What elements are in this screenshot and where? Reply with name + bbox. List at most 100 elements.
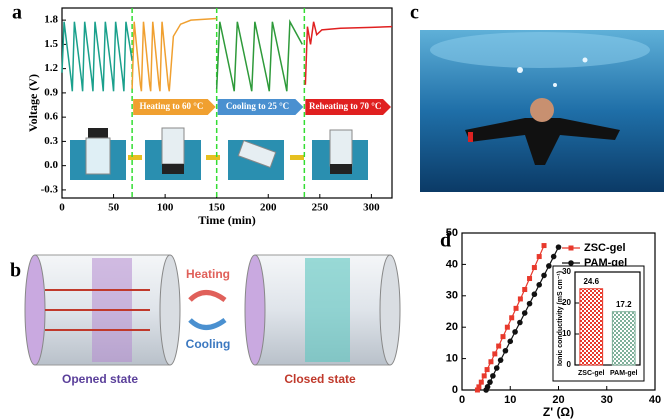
- x-tick-label: ZSC-gel: [578, 370, 605, 377]
- annotation: Reheating to 70 °C: [309, 101, 381, 111]
- y-tick-label: 0.6: [44, 111, 58, 123]
- point: [521, 310, 528, 316]
- point: [509, 315, 515, 321]
- point: [526, 300, 533, 307]
- x-tick-label: PAM-gel: [610, 370, 638, 377]
- point: [488, 359, 494, 365]
- point: [541, 272, 547, 279]
- y-tick-label: 1.8: [44, 14, 58, 26]
- stage-arrow: [305, 99, 391, 115]
- legend-marker: [568, 260, 574, 266]
- x-tick-label: 50: [108, 202, 120, 214]
- panel-label: d: [440, 230, 451, 252]
- annotation: Heating to 60 °C: [139, 101, 203, 111]
- point: [474, 387, 480, 393]
- voltage-line: [61, 21, 133, 92]
- point: [484, 384, 491, 390]
- voltage-line: [215, 19, 303, 92]
- x-tick-label: 0: [459, 394, 465, 406]
- y-tick-label: 20: [446, 321, 458, 333]
- x-tick-label: 30: [601, 394, 613, 406]
- point: [527, 276, 533, 282]
- point: [536, 254, 542, 260]
- photo-swimmer: [420, 30, 664, 192]
- x-tick-label: 150: [208, 202, 225, 214]
- vial-photos: [70, 127, 368, 180]
- y-axis-label: Voltage (V): [26, 74, 40, 132]
- point: [517, 296, 523, 302]
- y-tick-label: -0.3: [41, 183, 59, 195]
- value-label: 17.2: [616, 300, 632, 309]
- x-tick-label: 200: [260, 202, 277, 214]
- illustration-label: Cooling: [186, 337, 231, 351]
- point: [555, 244, 562, 250]
- y-tick-label: 0.9: [44, 86, 58, 98]
- panel-label: c: [410, 2, 419, 24]
- point: [531, 265, 537, 271]
- x-tick-label: 100: [157, 202, 174, 214]
- point: [550, 253, 557, 260]
- illustration-label: Opened state: [62, 372, 138, 386]
- point: [517, 319, 523, 326]
- point: [541, 243, 547, 249]
- x-tick-label: 20: [552, 394, 564, 406]
- point: [490, 373, 496, 379]
- illustration-label: Closed state: [284, 372, 356, 386]
- y-tick-label: 0: [452, 384, 458, 396]
- y-tick-label: 30: [446, 290, 458, 302]
- y-tick-label: 30: [562, 267, 571, 276]
- point: [484, 367, 490, 373]
- plot-frame: [574, 271, 641, 366]
- x-axis-label: Time (min): [198, 213, 255, 227]
- point: [476, 384, 482, 390]
- y-tick-label: 40: [446, 258, 458, 270]
- gel-illustration: [24, 254, 401, 366]
- y-tick-label: 50: [446, 227, 458, 239]
- point: [513, 305, 519, 311]
- x-tick-label: 40: [649, 394, 661, 406]
- y-tick-label: 20: [562, 298, 571, 307]
- y-tick-label: 0.0: [44, 159, 58, 171]
- point: [478, 379, 484, 385]
- y-tick-label: 10: [562, 329, 571, 338]
- bar: [611, 311, 636, 366]
- y-tick-label: 1.2: [44, 62, 58, 74]
- point: [487, 379, 493, 385]
- stage-arrow: [133, 99, 216, 115]
- point: [492, 351, 498, 357]
- voltage-line: [131, 17, 217, 92]
- x-tick-label: 250: [312, 202, 329, 214]
- point: [497, 357, 504, 363]
- point: [522, 287, 528, 293]
- y-tick-label: 10: [446, 353, 458, 365]
- y-tick-label: 0: [567, 360, 572, 369]
- annotation: Cooling to 25 °C: [226, 101, 289, 111]
- panel-label: b: [10, 260, 21, 282]
- point: [546, 263, 552, 269]
- x-tick-label: 0: [59, 202, 65, 214]
- point: [493, 365, 500, 371]
- point: [536, 282, 542, 288]
- x-tick-label: 10: [504, 394, 516, 406]
- y-axis-label: Ionic conductivity (mS cm⁻¹): [557, 271, 564, 366]
- panel-label: a: [12, 2, 22, 24]
- point: [500, 334, 506, 340]
- point: [512, 329, 518, 335]
- legend-label: ZSC-gel: [584, 242, 626, 254]
- legend-marker: [568, 245, 574, 251]
- x-axis-label: Z' (Ω): [543, 405, 574, 419]
- stage-arrow: [217, 99, 304, 115]
- bar: [579, 288, 604, 366]
- plot-frame: [61, 7, 393, 199]
- illustration-label: Heating: [186, 267, 230, 281]
- point: [496, 343, 502, 349]
- point: [507, 338, 514, 345]
- y-tick-label: 0.3: [44, 135, 58, 147]
- point: [531, 291, 538, 298]
- value-label: 24.6: [583, 277, 599, 286]
- y-tick-label: 1.5: [44, 38, 58, 50]
- voltage-line: [304, 21, 393, 85]
- point: [481, 373, 487, 379]
- point: [504, 324, 510, 330]
